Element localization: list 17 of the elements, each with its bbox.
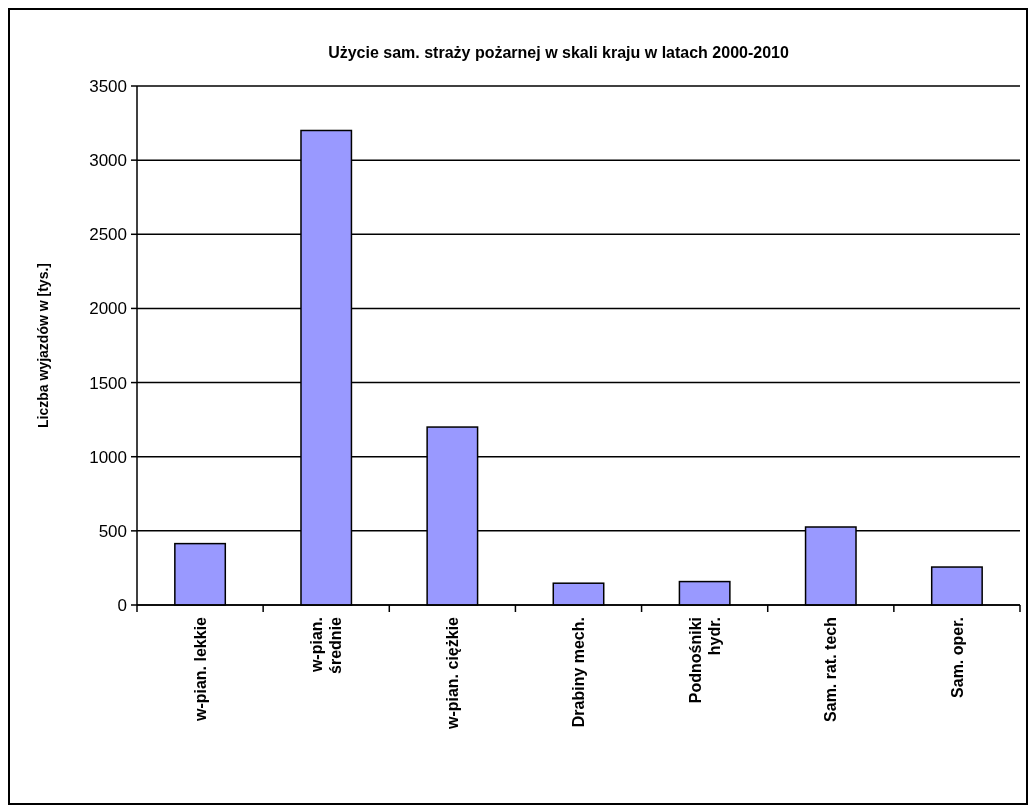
x-tick-label: w-pian. średnie bbox=[308, 616, 345, 674]
x-tick-label: Drabiny mech. bbox=[570, 617, 588, 728]
x-tick-label: w-pian. lekkie bbox=[191, 616, 209, 723]
chart-title: Użycie sam. straży pożarnej w skali kraju w latach 2000-2010 bbox=[328, 44, 789, 61]
y-tick-label: 0 bbox=[117, 595, 127, 615]
y-tick-label: 1000 bbox=[89, 447, 127, 467]
y-tick-label: 3000 bbox=[89, 151, 127, 171]
y-tick-label: 3500 bbox=[89, 76, 127, 96]
y-tick-label: 1500 bbox=[89, 373, 127, 393]
x-tick-label: Sam. oper. bbox=[948, 617, 966, 698]
y-tick-label: 2500 bbox=[89, 225, 127, 245]
y-tick-label: 500 bbox=[98, 521, 127, 541]
y-axis-title: Liczba wyjazdów w [tys.] bbox=[35, 263, 51, 428]
y-tick-label: 2000 bbox=[89, 299, 127, 319]
x-tick-label: w-pian. ciężkie bbox=[443, 616, 461, 731]
x-tick-label: Sam. rat. tech bbox=[822, 617, 840, 722]
x-tick-label: Podnośniki hydr. bbox=[686, 617, 723, 704]
